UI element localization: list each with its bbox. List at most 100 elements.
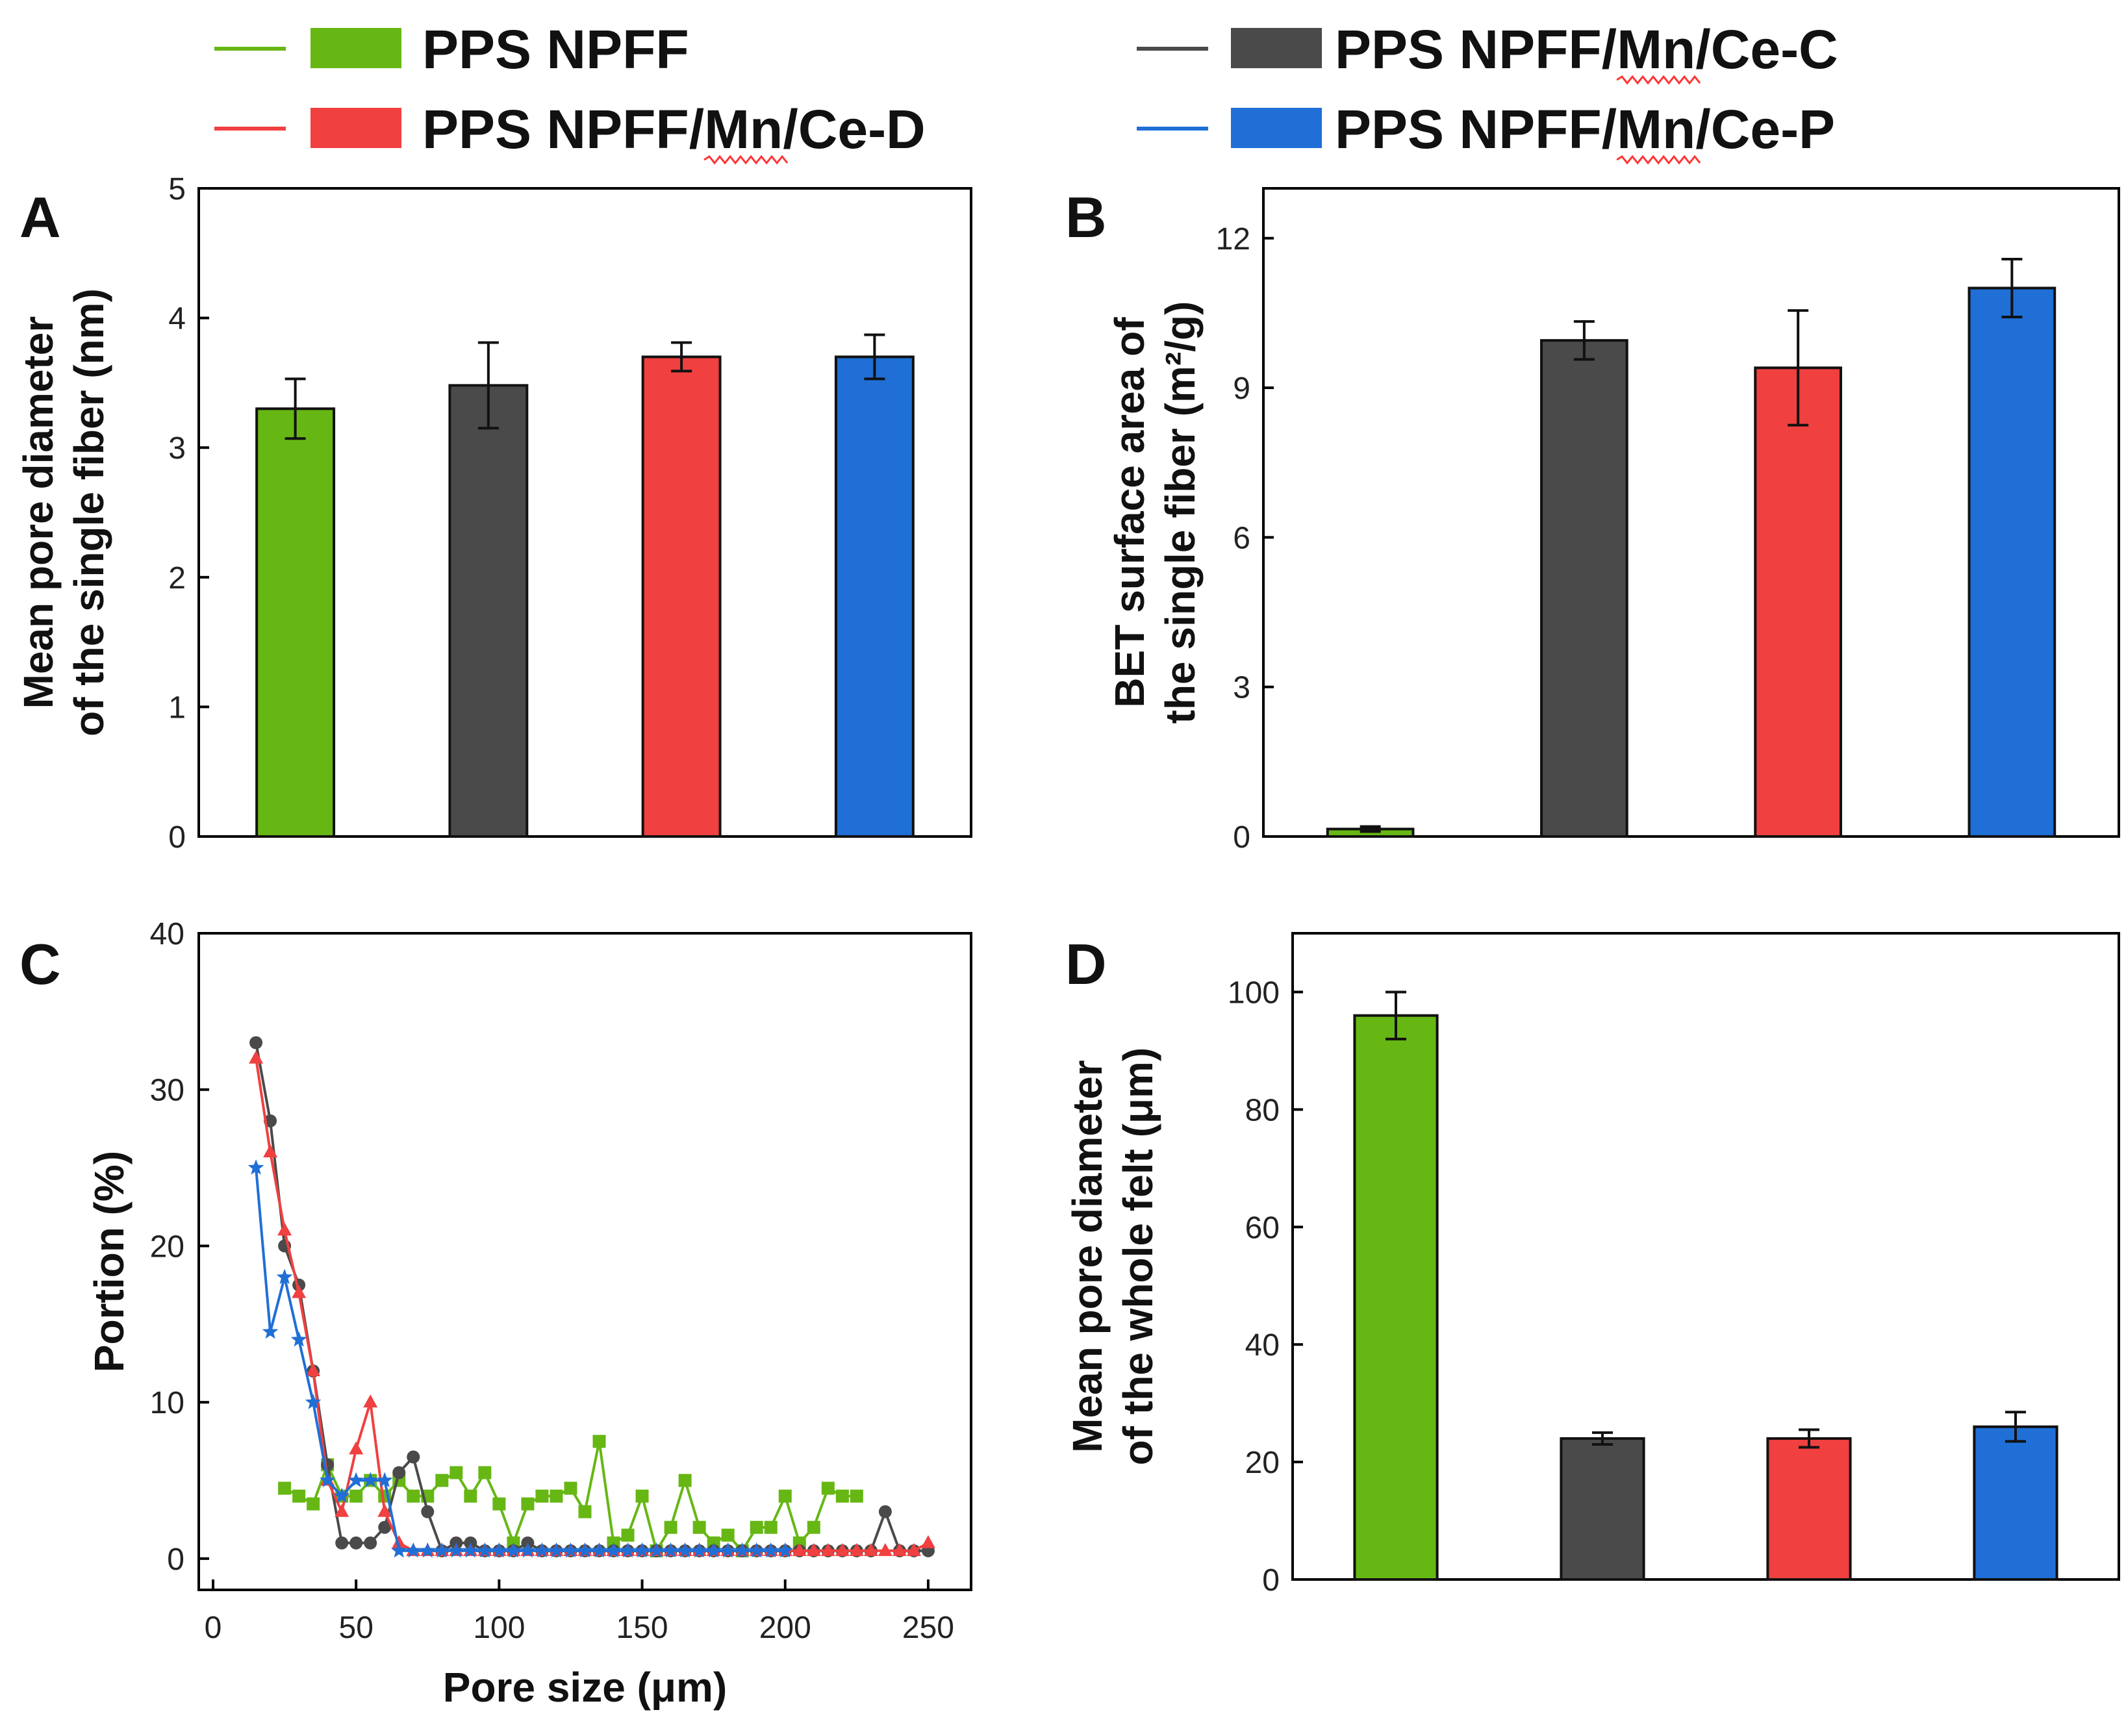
bar <box>641 355 722 838</box>
data-point <box>750 1520 763 1534</box>
plot-frame <box>197 187 972 838</box>
panel-letter: D <box>1065 932 1107 996</box>
bar <box>1353 1014 1439 1581</box>
data-point <box>734 1542 751 1558</box>
data-point <box>262 1323 279 1339</box>
y-axis-label: BET surface area of <box>1106 317 1153 708</box>
error-bar <box>1799 1428 1819 1449</box>
y-tick-label: 0 <box>1233 820 1250 855</box>
data-point <box>821 1481 835 1495</box>
data-point <box>535 1489 549 1503</box>
data-point <box>247 1159 264 1175</box>
legend-entry: PPS NPFF/Mn/Ce-P <box>1137 99 1835 165</box>
data-point <box>277 1222 292 1236</box>
legend-label: PPS NPFF/Mn/Ce-C <box>1335 19 1838 80</box>
spellcheck-underline <box>1616 75 1701 85</box>
error-bar <box>1386 990 1406 1040</box>
error-bar <box>477 341 499 430</box>
error-bar <box>1788 309 1809 427</box>
data-point <box>349 1489 363 1503</box>
legend-label: PPS NPFF/Mn/Ce-P <box>1335 99 1835 160</box>
data-point <box>620 1542 636 1558</box>
y-tick-label: 2 <box>168 561 186 596</box>
data-point <box>364 1536 377 1550</box>
x-tick-label: 100 <box>473 1611 525 1645</box>
y-tick-label: 40 <box>150 917 184 951</box>
data-point <box>692 1520 706 1534</box>
plot-frame <box>197 932 972 1591</box>
data-point <box>664 1520 677 1534</box>
legend-bar-swatch <box>1231 108 1322 148</box>
data-point <box>435 1474 449 1487</box>
bar <box>255 407 336 838</box>
error-bar <box>864 333 885 381</box>
data-point <box>577 1542 593 1558</box>
y-tick-label: 1 <box>168 690 186 725</box>
data-point <box>335 1536 349 1550</box>
data-point <box>349 1536 363 1550</box>
y-tick-label: 10 <box>150 1386 184 1420</box>
bar <box>1973 1425 2058 1581</box>
x-tick-label: 150 <box>616 1611 668 1645</box>
data-point <box>335 1503 349 1517</box>
y-axis-label: Mean pore diameter <box>1064 1060 1111 1453</box>
y-tick-label: 9 <box>1233 371 1250 406</box>
data-point <box>307 1497 320 1511</box>
data-point <box>634 1542 650 1558</box>
data-point <box>520 1542 536 1558</box>
data-point <box>392 1466 406 1479</box>
data-point <box>362 1472 379 1487</box>
data-point <box>292 1285 307 1298</box>
error-bar <box>671 341 692 373</box>
legend-bar-swatch <box>1231 28 1322 68</box>
spellcheck-underline <box>1616 155 1701 165</box>
data-point <box>878 1505 892 1518</box>
y-tick-label: 40 <box>1245 1328 1280 1363</box>
data-point <box>378 1520 392 1534</box>
data-point <box>407 1450 420 1464</box>
bar <box>1766 1437 1852 1581</box>
bar <box>1540 339 1628 838</box>
data-point <box>550 1489 563 1503</box>
bar <box>448 384 529 838</box>
plot-frame <box>1262 187 2120 838</box>
data-point <box>677 1542 693 1558</box>
y-tick-label: 3 <box>168 431 186 466</box>
data-point <box>319 1472 336 1487</box>
y-tick-label: 0 <box>168 820 186 855</box>
data-point <box>863 1542 878 1556</box>
data-point <box>778 1489 792 1503</box>
error-bar <box>2005 1411 2026 1443</box>
data-point <box>392 1535 407 1548</box>
bar <box>1560 1437 1645 1581</box>
data-point <box>764 1520 778 1534</box>
y-tick-label: 20 <box>150 1229 184 1264</box>
bar <box>1968 286 2056 838</box>
data-point <box>462 1542 479 1558</box>
panel-b: 0 3 6 9 12 BET surface area of the single fibe… <box>1065 185 2120 855</box>
data-point <box>878 1542 892 1556</box>
data-point <box>349 1441 364 1455</box>
y-tick-label: 80 <box>1245 1093 1280 1127</box>
data-point <box>792 1542 807 1556</box>
data-point <box>663 1542 679 1558</box>
data-point <box>492 1497 506 1511</box>
data-point <box>621 1528 635 1542</box>
data-point <box>348 1472 364 1487</box>
data-point <box>721 1528 735 1542</box>
x-tick-label: 200 <box>759 1611 811 1645</box>
legend-entry: PPS NPFF/Mn/Ce-C <box>1137 19 1838 85</box>
data-point <box>363 1394 378 1408</box>
data-point <box>906 1542 921 1556</box>
data-point <box>491 1542 507 1558</box>
data-point <box>376 1472 393 1487</box>
y-axis-label: of the single fiber (nm) <box>66 288 112 736</box>
bar <box>1754 366 1842 838</box>
legend-label: PPS NPFF/Mn/Ce-D <box>422 99 926 160</box>
error-bar <box>2001 258 2023 319</box>
data-point <box>835 1489 849 1503</box>
data-point <box>276 1268 293 1285</box>
data-point <box>421 1505 435 1518</box>
data-point <box>278 1481 292 1495</box>
